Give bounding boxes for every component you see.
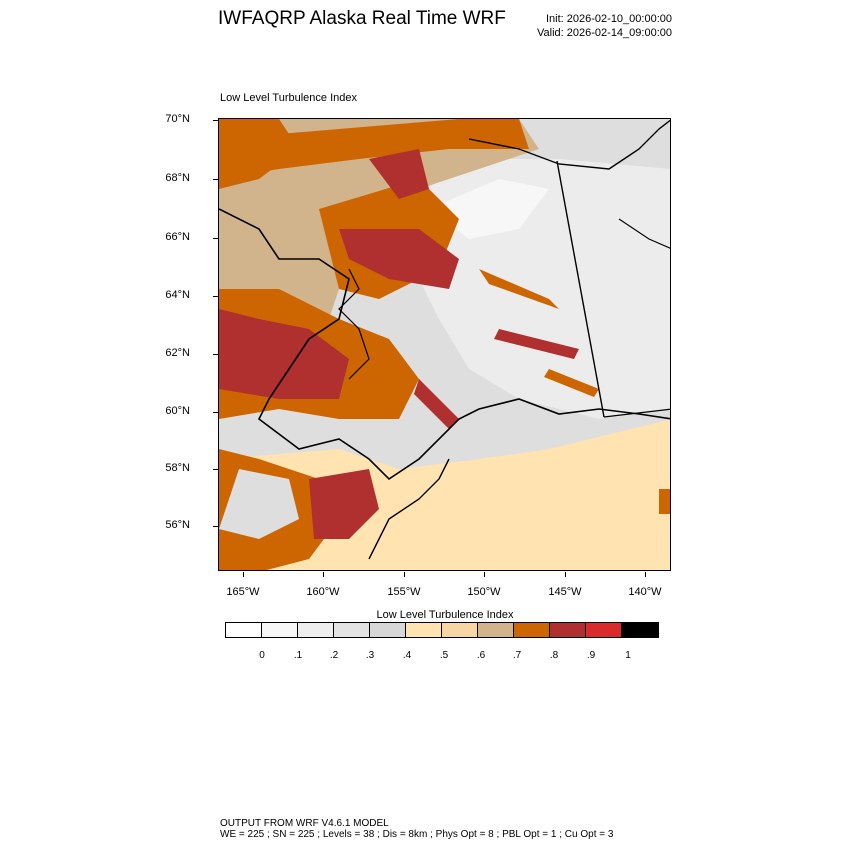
lat-tick xyxy=(213,238,218,239)
bering-grey-patch xyxy=(219,469,299,539)
colorbar-label: .6 xyxy=(476,650,486,661)
model-footer-line1: OUTPUT FROM WRF V4.6.1 MODEL xyxy=(220,818,389,829)
colorbar-label: 0 xyxy=(259,650,265,661)
sw-red-region xyxy=(219,309,349,399)
main-title: IWFAQRP Alaska Real Time WRF xyxy=(218,8,506,29)
colorbar-swatch xyxy=(442,623,478,637)
lat-label-60: 60°N xyxy=(165,405,190,417)
lon-label-150: 150°W xyxy=(467,586,501,598)
lon-tick xyxy=(243,572,244,577)
lat-label-58: 58°N xyxy=(165,462,190,474)
lon-tick xyxy=(645,572,646,577)
lon-label-160: 160°W xyxy=(306,586,340,598)
streak-2 xyxy=(494,329,579,359)
lat-label-62: 62°N xyxy=(165,347,190,359)
gulf-pale-region xyxy=(435,479,670,570)
valid-time: Valid: 2026-02-14_09:00:00 xyxy=(537,27,672,39)
colorbar-swatch xyxy=(622,623,658,637)
lat-label-66: 66°N xyxy=(165,231,190,243)
territory-border xyxy=(618,218,670,249)
colorbar-label: 1 xyxy=(625,650,631,661)
colorbar-label: .3 xyxy=(365,650,375,661)
map-canvas xyxy=(219,119,670,570)
init-time: Init: 2026-02-10_00:00:00 xyxy=(546,13,672,25)
lon-label-165: 165°W xyxy=(226,586,260,598)
colorbar-swatch xyxy=(298,623,334,637)
east-orange-patch xyxy=(659,489,670,514)
yukon-red-patch xyxy=(339,229,459,289)
colorbar-swatch xyxy=(370,623,406,637)
colorbar-swatch xyxy=(514,623,550,637)
colorbar-swatch xyxy=(406,623,442,637)
coastline xyxy=(219,208,670,481)
colorbar-label: .1 xyxy=(293,650,303,661)
lat-tick xyxy=(213,296,218,297)
colorbar-title: Low Level Turbulence Index xyxy=(376,609,514,621)
colorbar-label: .4 xyxy=(402,650,412,661)
colorbar-swatch xyxy=(334,623,370,637)
colorbar-label: .9 xyxy=(586,650,596,661)
lat-label-56: 56°N xyxy=(165,519,190,531)
lat-label-70: 70°N xyxy=(165,113,190,125)
streak-4 xyxy=(544,369,599,397)
arctic-coast xyxy=(468,119,670,170)
colorbar-swatch xyxy=(586,623,622,637)
colorbar-label: .2 xyxy=(329,650,339,661)
lon-tick xyxy=(565,572,566,577)
lon-tick xyxy=(484,572,485,577)
lat-tick xyxy=(213,179,218,180)
turbulence-map xyxy=(218,118,671,571)
colorbar-swatch xyxy=(550,623,586,637)
lat-tick xyxy=(213,412,218,413)
lat-tick xyxy=(213,526,218,527)
lat-tick xyxy=(213,120,218,121)
alaska-peninsula-red xyxy=(309,469,379,539)
lat-tick xyxy=(213,469,218,470)
colorbar-swatch xyxy=(478,623,514,637)
lat-tick xyxy=(213,354,218,355)
lon-tick xyxy=(404,572,405,577)
lat-label-68: 68°N xyxy=(165,172,190,184)
panel-title: Low Level Turbulence Index xyxy=(220,92,357,104)
brooks-red-patch xyxy=(369,149,429,199)
lat-label-64: 64°N xyxy=(165,289,190,301)
colorbar xyxy=(225,622,659,638)
colorbar-swatch xyxy=(262,623,298,637)
north-slope-orange xyxy=(219,119,529,179)
streak-3 xyxy=(414,379,459,429)
ak-yukon-border xyxy=(556,160,605,418)
interior-white-patch xyxy=(429,179,549,239)
peninsula-coast xyxy=(368,458,450,560)
colorbar-label: .8 xyxy=(549,650,559,661)
inlet-coast xyxy=(338,268,370,380)
colorbar-swatch xyxy=(226,623,262,637)
lon-label-140: 140°W xyxy=(628,586,662,598)
lon-label-155: 155°W xyxy=(387,586,421,598)
bc-border xyxy=(603,408,670,418)
model-footer-line2: WE = 225 ; SN = 225 ; Levels = 38 ; Dis … xyxy=(220,829,614,840)
colorbar-label: .5 xyxy=(439,650,449,661)
lon-label-145: 145°W xyxy=(548,586,582,598)
streak-1 xyxy=(479,269,559,309)
colorbar-label: .7 xyxy=(512,650,522,661)
lon-tick xyxy=(323,572,324,577)
